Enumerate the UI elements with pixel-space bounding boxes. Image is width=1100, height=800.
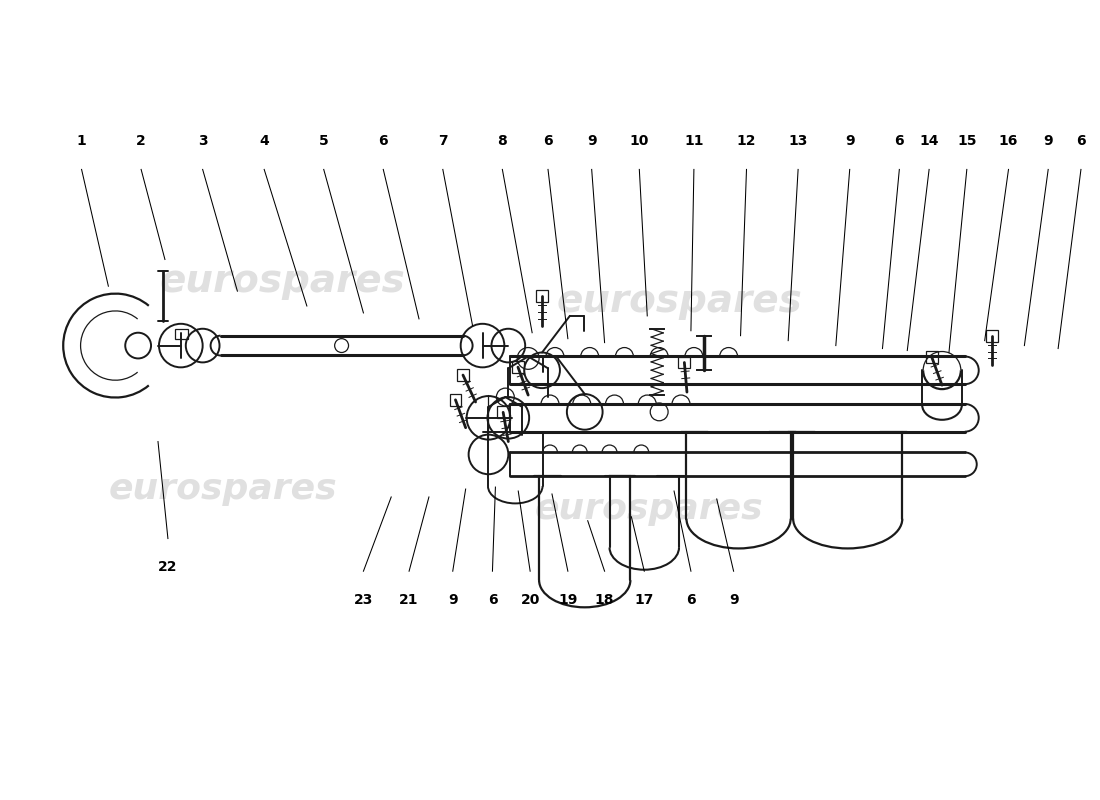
Text: 2: 2: [136, 134, 146, 148]
Bar: [926, 351, 938, 363]
Bar: [450, 394, 461, 406]
Bar: [536, 290, 548, 302]
Text: 1: 1: [77, 134, 87, 148]
Text: 9: 9: [1044, 134, 1053, 148]
Text: 3: 3: [198, 134, 208, 148]
Text: 23: 23: [354, 593, 373, 607]
Text: 6: 6: [543, 134, 553, 148]
Bar: [497, 406, 509, 418]
Text: 6: 6: [1076, 134, 1086, 148]
Text: 9: 9: [587, 134, 596, 148]
Text: 13: 13: [789, 134, 807, 148]
Text: 17: 17: [635, 593, 654, 607]
Text: 16: 16: [999, 134, 1019, 148]
Text: 21: 21: [399, 593, 419, 607]
Text: 18: 18: [595, 593, 614, 607]
Text: 20: 20: [520, 593, 540, 607]
Bar: [986, 330, 998, 342]
Bar: [175, 329, 188, 338]
Text: eurospares: eurospares: [160, 262, 405, 300]
Text: 5: 5: [319, 134, 329, 148]
Text: 11: 11: [684, 134, 704, 148]
Text: 19: 19: [558, 593, 578, 607]
Text: eurospares: eurospares: [557, 282, 802, 320]
Text: 6: 6: [686, 593, 695, 607]
Text: 8: 8: [497, 134, 507, 148]
Text: 15: 15: [957, 134, 977, 148]
Bar: [456, 369, 469, 381]
Text: eurospares: eurospares: [108, 472, 337, 506]
Text: 9: 9: [729, 593, 738, 607]
Text: 9: 9: [448, 593, 458, 607]
Bar: [679, 357, 691, 369]
Text: 6: 6: [487, 593, 497, 607]
Bar: [512, 362, 524, 373]
Text: 14: 14: [920, 134, 939, 148]
Text: eurospares: eurospares: [535, 492, 763, 526]
Text: 9: 9: [845, 134, 855, 148]
Text: 10: 10: [629, 134, 649, 148]
Text: 7: 7: [438, 134, 448, 148]
Text: 6: 6: [378, 134, 388, 148]
Text: 12: 12: [737, 134, 757, 148]
Text: 4: 4: [260, 134, 270, 148]
Text: 22: 22: [158, 560, 178, 574]
Text: 6: 6: [894, 134, 904, 148]
